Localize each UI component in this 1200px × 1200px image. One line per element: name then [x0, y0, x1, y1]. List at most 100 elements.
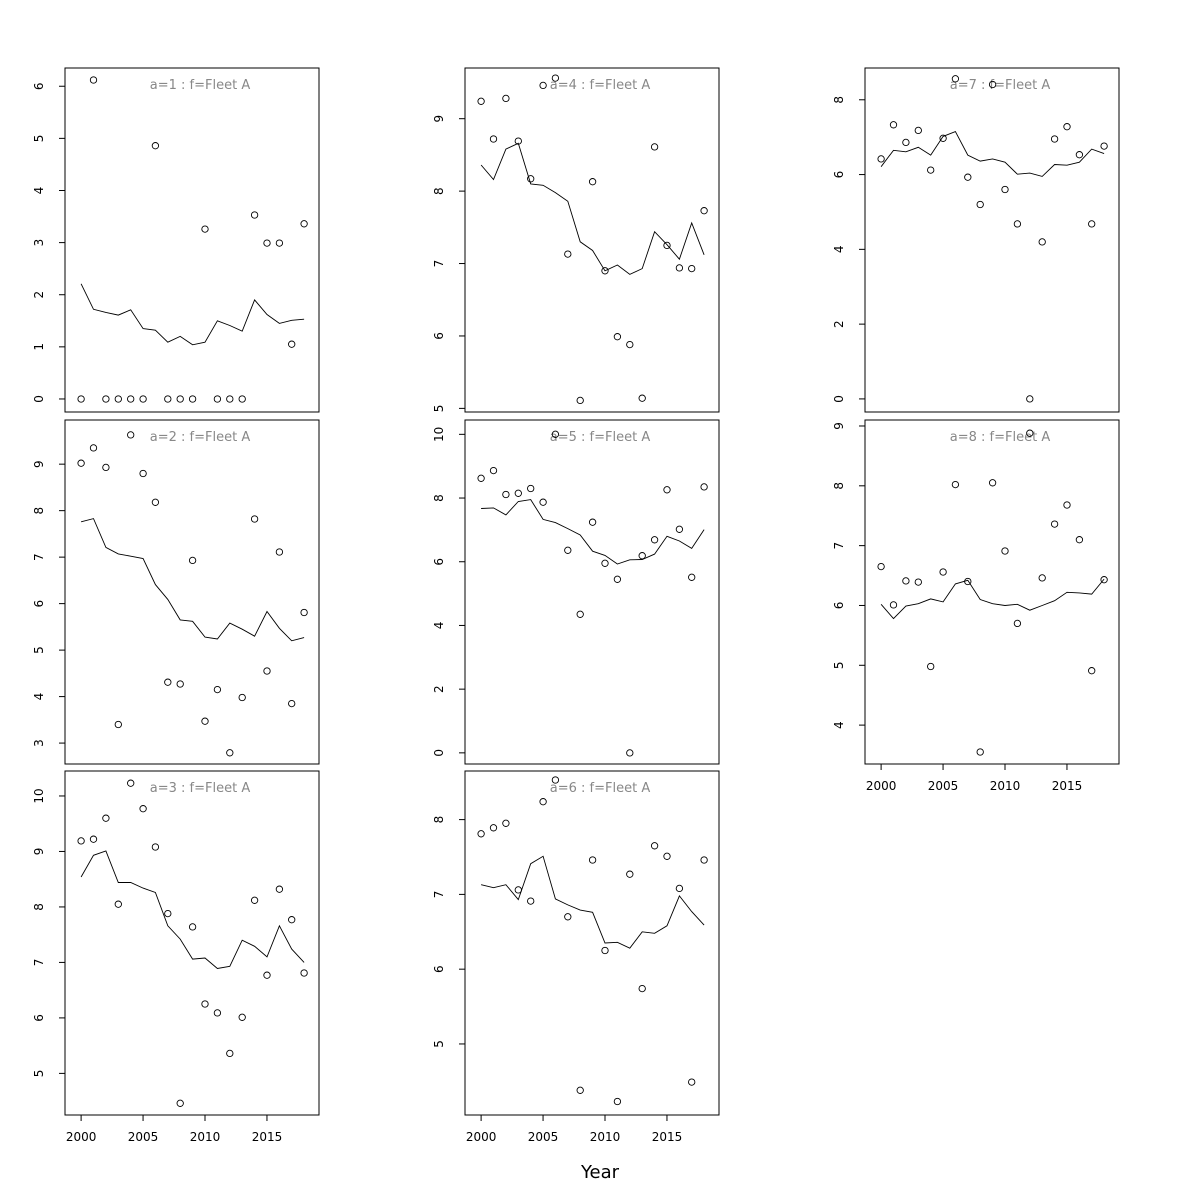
observed-point	[477, 830, 485, 838]
observed-point	[1063, 123, 1071, 131]
observed-point	[288, 699, 296, 708]
observed-point	[288, 916, 296, 924]
fitted-line	[880, 578, 1105, 620]
y-tick-label: 4	[832, 246, 846, 254]
y-tick-label: 8	[832, 482, 846, 490]
observed-point	[164, 395, 172, 403]
observed-point	[489, 824, 498, 832]
fitted-line	[80, 283, 305, 346]
panel-title: a=7 : f=Fleet A	[950, 78, 1051, 93]
panel-3: a=3 : f=Fleet A 5 6 7 8 9 10 2000 2005 2010 2015	[32, 770, 320, 1144]
panel-frame	[464, 419, 720, 765]
observed-point	[275, 885, 284, 893]
observed-point	[477, 97, 485, 105]
observed-point	[700, 856, 708, 864]
observed-point	[988, 479, 997, 487]
observed-point	[527, 897, 535, 905]
panel-frame	[64, 67, 320, 413]
panel-title: a=6 : f=Fleet A	[550, 781, 651, 796]
observed-point	[1038, 238, 1046, 246]
x-tick-label: 2015	[252, 1130, 283, 1144]
y-tick-label: 3	[32, 739, 46, 747]
observed-point	[1100, 142, 1108, 150]
observed-point	[564, 913, 572, 921]
y-tick-label: 7	[432, 891, 446, 899]
y-tick-label: 8	[432, 816, 446, 824]
observed-point	[300, 608, 308, 617]
observed-point	[226, 1049, 234, 1058]
observed-point	[927, 662, 935, 671]
observed-point	[176, 395, 184, 403]
observed-point	[1088, 220, 1096, 228]
observed-point	[514, 489, 522, 497]
panel-title: a=4 : f=Fleet A	[550, 78, 651, 93]
y-tick-label: 5	[432, 1040, 446, 1048]
panel-frame	[864, 419, 1120, 765]
observed-point	[114, 900, 122, 908]
observed-point	[877, 562, 885, 571]
y-tick-label: 8	[32, 903, 46, 911]
observed-point	[164, 678, 172, 686]
observed-point	[213, 1009, 222, 1017]
observed-point	[1050, 135, 1059, 143]
observed-point	[976, 200, 984, 209]
fitted-line	[80, 518, 305, 642]
observed-point	[250, 896, 259, 904]
observed-point	[226, 395, 234, 403]
observed-point	[288, 340, 296, 348]
observed-point	[127, 395, 135, 403]
x-tick-label: 2000	[66, 1130, 97, 1144]
observed-point	[502, 490, 510, 499]
y-tick-label: 2	[432, 685, 446, 693]
observed-point	[213, 395, 222, 403]
y-tick-label: 5	[432, 405, 446, 413]
observed-point	[1100, 576, 1108, 584]
observed-point	[576, 1086, 584, 1094]
panel-2: a=2 : f=Fleet A 3 4 5 6 7 8 9	[32, 419, 320, 765]
observed-point	[688, 573, 696, 581]
observed-point	[688, 264, 696, 273]
observed-point	[300, 220, 308, 228]
panel-title: a=1 : f=Fleet A	[150, 78, 251, 93]
y-tick-label: 7	[832, 542, 846, 550]
observed-point	[275, 239, 284, 247]
observed-point	[626, 749, 634, 757]
y-tick-label: 7	[432, 260, 446, 268]
observed-point	[588, 518, 597, 526]
observed-point	[151, 498, 160, 506]
observed-point	[564, 250, 572, 258]
x-tick-label: 2000	[866, 779, 897, 793]
panel-1: a=1 : f=Fleet A 0 1 2 3 4 5 6	[32, 67, 320, 413]
fitted-line	[880, 131, 1105, 177]
observed-point	[151, 843, 160, 851]
observed-point	[650, 143, 659, 151]
y-tick-label: 8	[432, 187, 446, 195]
observed-point	[927, 166, 935, 174]
observed-point	[201, 717, 209, 725]
observed-point	[102, 463, 110, 472]
observed-point	[1050, 520, 1059, 528]
observed-point	[675, 884, 684, 893]
panel-frame	[64, 770, 320, 1116]
observed-point	[77, 837, 85, 845]
observed-point	[601, 559, 609, 567]
observed-point	[663, 852, 671, 860]
observed-point	[263, 239, 271, 247]
observed-point	[139, 469, 147, 478]
observed-point	[964, 577, 972, 586]
y-tick-label: 10	[32, 788, 46, 803]
x-tick-label: 2005	[528, 1130, 559, 1144]
observed-point	[877, 155, 885, 163]
observed-point	[127, 431, 135, 439]
x-tick-label: 2010	[190, 1130, 221, 1144]
observed-point	[176, 680, 184, 688]
observed-point	[201, 1000, 209, 1008]
observed-point	[102, 395, 110, 403]
observed-point	[914, 578, 922, 586]
observed-point	[663, 241, 671, 250]
observed-point	[889, 601, 898, 609]
observed-point	[650, 536, 659, 544]
y-tick-label: 4	[32, 187, 46, 195]
observed-point	[527, 175, 535, 183]
observed-point	[638, 394, 646, 402]
